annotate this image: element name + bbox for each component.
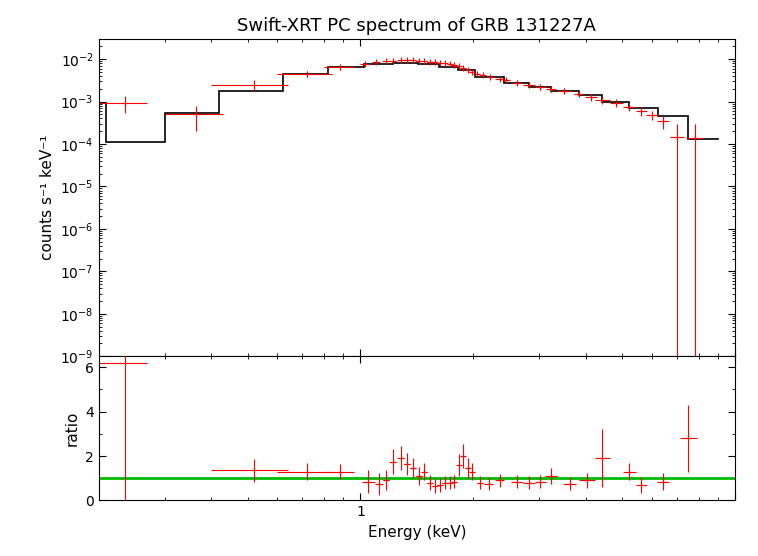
X-axis label: Energy (keV): Energy (keV) bbox=[368, 525, 466, 540]
Y-axis label: ratio: ratio bbox=[64, 411, 80, 446]
Y-axis label: counts s⁻¹ keV⁻¹: counts s⁻¹ keV⁻¹ bbox=[39, 135, 55, 260]
Title: Swift-XRT PC spectrum of GRB 131227A: Swift-XRT PC spectrum of GRB 131227A bbox=[237, 17, 597, 34]
